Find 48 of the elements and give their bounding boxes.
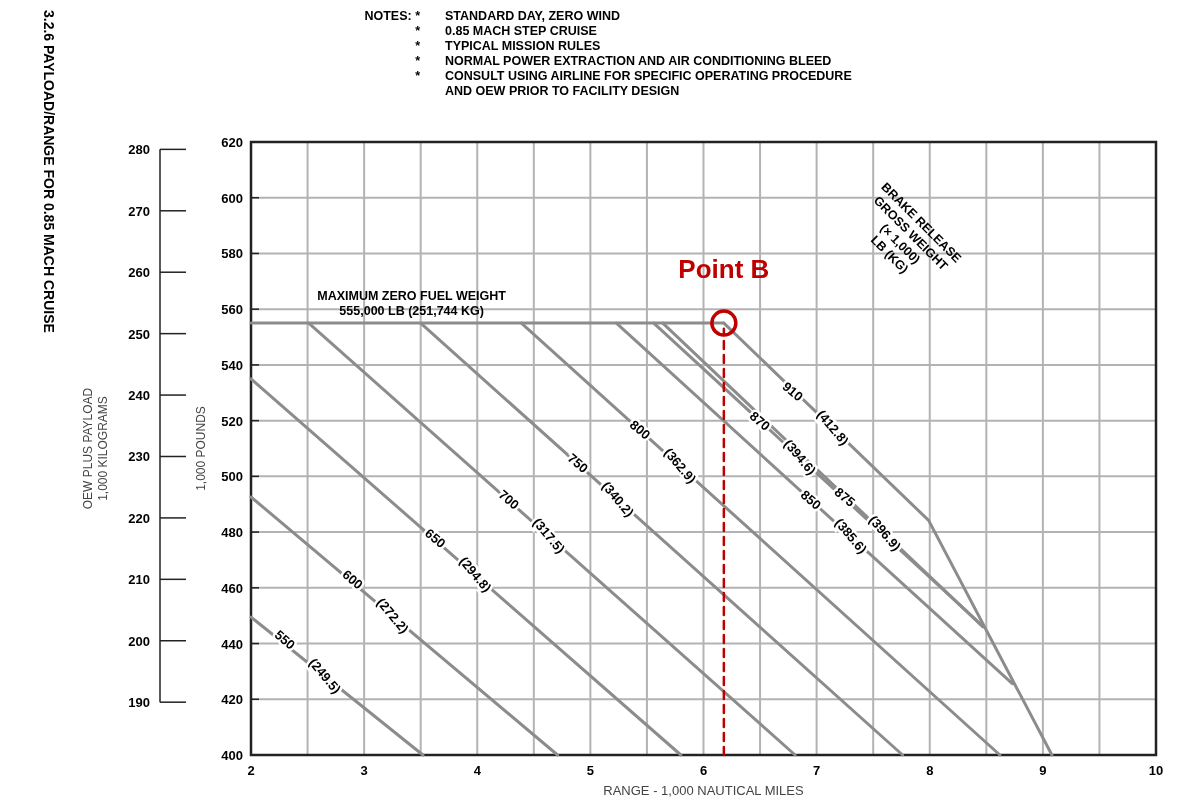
x-tick-label: 6 bbox=[699, 763, 708, 778]
y2-tick-label: 230 bbox=[128, 449, 150, 465]
y-tick-label: 600 bbox=[221, 190, 243, 206]
y2-tick-label: 280 bbox=[128, 142, 150, 158]
text: 870 bbox=[746, 408, 774, 434]
x-tick-label: 4 bbox=[473, 763, 482, 778]
y2-tick-label: 250 bbox=[128, 326, 150, 342]
x-tick-label: 2 bbox=[247, 763, 255, 778]
y-tick-label: 580 bbox=[221, 246, 243, 262]
y-tick-label: 560 bbox=[221, 302, 243, 318]
x-tick-label: 10 bbox=[1148, 763, 1164, 778]
series-label: Point B bbox=[678, 254, 770, 285]
y-tick-label: 420 bbox=[221, 692, 243, 708]
y-tick-label: 440 bbox=[221, 636, 243, 652]
text: 875 bbox=[831, 484, 858, 510]
y2-tick-label: 270 bbox=[128, 203, 150, 219]
x-axis-title: RANGE - 1,000 NAUTICAL MILES bbox=[603, 783, 805, 798]
y-axis-title: 1,000 POUNDS bbox=[194, 406, 208, 491]
x-tick-label: 3 bbox=[360, 763, 368, 778]
text: 700 bbox=[495, 486, 522, 513]
text: 3.2.6 PAYLOAD/RANGE FOR 0.85 MACH CRUISE bbox=[41, 10, 57, 333]
y2-tick-label: 240 bbox=[128, 388, 150, 404]
y2-tick-label: 260 bbox=[128, 265, 150, 281]
y-tick-label: 400 bbox=[221, 748, 243, 763]
y-tick-label: 480 bbox=[221, 525, 243, 541]
y-tick-label: 460 bbox=[221, 580, 243, 596]
text: NOTES: * STANDARD DAY, ZERO WIND * 0.85 MACH STEP CRUISE * TYPICAL MISSION RULES * NORMAL POWER EXTRACTION AND AIR CONDITIONING BLEED * CONSULT USING AIRLINE FOR SPECIFIC OPERATING PROCEDURE AND OEW PRIOR TO FACILITY DESIGN bbox=[364, 9, 852, 98]
y-tick-label: 520 bbox=[221, 413, 243, 429]
y2-tick-label: 210 bbox=[128, 572, 150, 588]
x-tick-label: 7 bbox=[813, 763, 821, 778]
text: 910 bbox=[779, 378, 806, 405]
text: 800 bbox=[626, 416, 654, 443]
y-tick-label: 620 bbox=[221, 135, 243, 150]
y2-tick-label: 220 bbox=[128, 510, 150, 526]
x-tick-label: 8 bbox=[926, 763, 934, 778]
x-tick-label: 9 bbox=[1039, 763, 1047, 778]
x-tick-label: 5 bbox=[586, 763, 594, 778]
y-tick-label: 500 bbox=[221, 469, 243, 485]
text: 750 bbox=[564, 450, 591, 476]
text: 550 bbox=[271, 627, 298, 653]
y2-tick-label: 200 bbox=[128, 633, 150, 649]
text: 600 bbox=[339, 566, 366, 593]
y-tick-label: 540 bbox=[221, 357, 243, 373]
text: 850 bbox=[797, 487, 825, 513]
annotation: MAXIMUM ZERO FUEL WEIGHT 555,000 LB (251,744 KG) bbox=[317, 289, 507, 319]
text: 650 bbox=[422, 525, 449, 552]
y2-axis-title: OEW PLUS PAYLOAD 1,000 KILOGRAMS bbox=[81, 387, 110, 510]
y2-tick-label: 190 bbox=[128, 695, 150, 711]
